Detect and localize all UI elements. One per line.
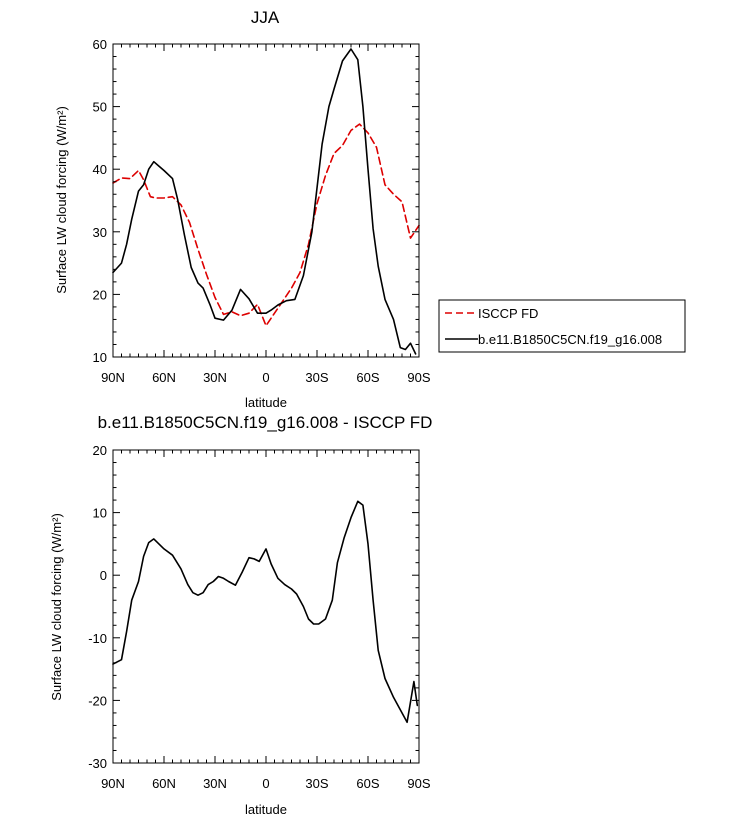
top-y-tick-label: 20: [93, 287, 107, 302]
bottom-chart-title: b.e11.B1850C5CN.f19_g16.008 - ISCCP FD: [98, 413, 433, 432]
top-ticks-group: 90N 60N 30N 0 30S 60S 90S 10 20 30 40 50 60: [93, 37, 431, 385]
top-x-tick-label: 30N: [203, 370, 227, 385]
top-x-tick-label: 0: [262, 370, 269, 385]
bottom-x-tick-label: 0: [262, 776, 269, 791]
bottom-line-chart: b.e11.B1850C5CN.f19_g16.008 - ISCCP FD 9…: [49, 413, 432, 817]
bottom-x-tick-label: 30N: [203, 776, 227, 791]
bottom-y-tick-label: -10: [88, 631, 107, 646]
bottom-y-tick-label: 10: [93, 506, 107, 521]
legend-label-model: b.e11.B1850C5CN.f19_g16.008: [478, 332, 662, 347]
top-y-tick-label: 30: [93, 225, 107, 240]
legend: ISCCP FD b.e11.B1850C5CN.f19_g16.008: [438, 299, 686, 353]
bottom-x-tick-label: 30S: [305, 776, 328, 791]
top-x-tick-label: 90N: [101, 370, 125, 385]
top-x-tick-label: 30S: [305, 370, 328, 385]
top-x-tick-label: 60S: [356, 370, 379, 385]
bottom-y-tick-label: 20: [93, 443, 107, 458]
legend-box: [438, 299, 686, 353]
bottom-y-tick-label: -20: [88, 693, 107, 708]
bottom-series-group: [112, 500, 419, 724]
top-chart-title: JJA: [251, 8, 280, 27]
top-y-tick-label: 40: [93, 162, 107, 177]
top-series-line-1: [112, 48, 417, 355]
bottom-x-tick-label: 90S: [407, 776, 430, 791]
top-y-tick-label: 10: [93, 350, 107, 365]
bottom-x-tick-label: 90N: [101, 776, 125, 791]
top-y-axis-label: Surface LW cloud forcing (W/m²): [54, 106, 69, 294]
bottom-y-axis-label: Surface LW cloud forcing (W/m²): [49, 513, 64, 701]
top-x-tick-label: 90S: [407, 370, 430, 385]
bottom-ticks-group: 90N 60N 30N 0 30S 60S 90S -30 -20 -10 0 10 20: [88, 443, 431, 791]
bottom-x-axis-label: latitude: [245, 802, 287, 817]
top-x-tick-label: 60N: [152, 370, 176, 385]
bottom-series-line-0: [112, 500, 419, 724]
bottom-y-tick-label: -30: [88, 756, 107, 771]
top-series-line-0: [112, 123, 420, 327]
top-y-tick-label: 50: [93, 100, 107, 115]
legend-label-isccp: ISCCP FD: [478, 306, 538, 321]
top-series-group: [112, 48, 420, 355]
top-plot-frame: [112, 43, 420, 358]
top-line-chart: JJA 90N 60N 30N 0 30S 60S 90S 10 20 30 40 50 60 lati…: [54, 8, 686, 410]
top-y-tick-label: 60: [93, 37, 107, 52]
bottom-x-tick-label: 60S: [356, 776, 379, 791]
bottom-y-tick-label: 0: [100, 568, 107, 583]
top-x-axis-label: latitude: [245, 395, 287, 410]
bottom-x-tick-label: 60N: [152, 776, 176, 791]
